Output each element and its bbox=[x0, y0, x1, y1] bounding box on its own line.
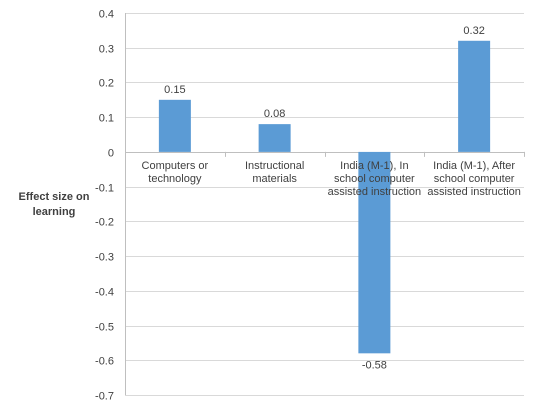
data-label: 0.32 bbox=[463, 25, 484, 37]
category-label-line: Computers or bbox=[142, 160, 209, 172]
y-tick-label: 0.3 bbox=[99, 44, 114, 56]
category-label-line: assisted instruction bbox=[328, 186, 422, 198]
y-axis-label-line: learning bbox=[32, 206, 76, 218]
category-label-line: India (M-1), After bbox=[433, 160, 515, 172]
y-tick-label: -0.3 bbox=[95, 252, 114, 264]
data-label: 0.08 bbox=[264, 108, 285, 120]
y-tick-label: 0.2 bbox=[99, 78, 114, 90]
data-label: 0.15 bbox=[164, 84, 185, 96]
category-label-line: assisted instruction bbox=[427, 186, 521, 198]
y-tick-label: -0.5 bbox=[95, 322, 114, 334]
y-tick-label: -0.7 bbox=[95, 391, 114, 403]
y-axis-label: Effect size on learning bbox=[14, 190, 94, 220]
bar bbox=[458, 40, 491, 152]
bar bbox=[258, 124, 291, 152]
category-label-line: technology bbox=[148, 173, 202, 185]
y-axis-label-line: Effect size on bbox=[18, 191, 90, 203]
category-label-line: India (M-1), In bbox=[340, 160, 408, 172]
bar bbox=[158, 99, 191, 152]
category-label: India (M-1), In school computer assisted i… bbox=[328, 160, 422, 198]
category-label: Computers or technology bbox=[142, 160, 209, 185]
data-label: -0.58 bbox=[362, 359, 387, 371]
y-tick-label: 0.1 bbox=[99, 113, 114, 125]
category-label: India (M-1), After school computer assiste… bbox=[427, 160, 521, 198]
category-label-line: school computer bbox=[434, 173, 515, 185]
category-label-line: Instructional bbox=[245, 160, 304, 172]
y-tick-label: -0.6 bbox=[95, 356, 114, 368]
y-tick-label: 0.4 bbox=[99, 9, 114, 21]
y-tick-label: -0.4 bbox=[95, 287, 114, 299]
y-tick-label: 0 bbox=[108, 148, 114, 160]
category-label-line: school computer bbox=[334, 173, 415, 185]
y-tick-label: -0.2 bbox=[95, 217, 114, 229]
y-tick-label: -0.1 bbox=[95, 183, 114, 195]
category-label-line: materials bbox=[252, 173, 297, 185]
bar bbox=[358, 151, 391, 354]
category-label: Instructional materials bbox=[245, 160, 304, 185]
